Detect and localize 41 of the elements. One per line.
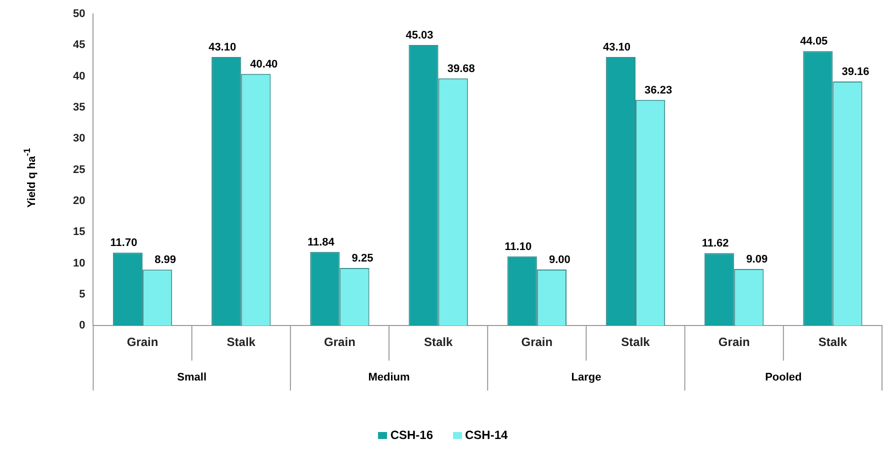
data-label: 44.05 [800, 36, 828, 48]
y-tick-label: 45 [72, 39, 86, 52]
data-label: 39.16 [842, 66, 870, 78]
y-tick-label: 50 [72, 8, 86, 20]
x-tick-label: Stalk [424, 335, 453, 350]
data-label: 8.99 [154, 254, 176, 266]
data-label: 45.03 [406, 30, 434, 42]
y-tick-label: 15 [72, 226, 86, 238]
y-tick-label: 5 [79, 288, 86, 300]
data-label: 9.09 [746, 253, 768, 266]
data-label: 36.23 [644, 84, 672, 96]
data-label: 39.68 [447, 62, 475, 75]
y-tick-label: 20 [72, 194, 86, 207]
data-label: 9.25 [352, 252, 374, 264]
text: Large [571, 372, 602, 384]
x-tick-label: Grain [718, 335, 750, 350]
data-label: 11.84 [307, 236, 336, 248]
y-tick-label: 40 [72, 70, 86, 82]
data-label: 43.10 [208, 42, 236, 54]
legend-label: CSH-14 [464, 428, 508, 442]
data-label: 40.40 [250, 58, 278, 70]
text: Small [177, 372, 207, 384]
data-label: 11.70 [110, 237, 138, 250]
text: Medium [368, 372, 410, 384]
y-tick-label: 30 [72, 132, 86, 145]
x-tick-label: Grain [126, 335, 158, 350]
data-label: 11.62 [702, 238, 729, 250]
text: Pooled [765, 372, 802, 384]
y-tick-label: 10 [72, 257, 86, 270]
data-label: 9.00 [548, 254, 570, 266]
y-tick-label: 25 [72, 164, 86, 176]
x-tick-label: Grain [521, 335, 553, 350]
data-label: 11.10 [504, 240, 532, 253]
legend-label: CSH-16 [389, 428, 433, 442]
x-tick-label: Stalk [621, 335, 650, 350]
y-tick-label: 0 [79, 320, 86, 332]
x-tick-label: Stalk [818, 335, 848, 350]
y-tick-label: 35 [72, 102, 86, 114]
x-tick-label: Grain [324, 335, 356, 350]
data-label: 43.10 [602, 42, 630, 54]
x-tick-label: Stalk [226, 335, 256, 350]
